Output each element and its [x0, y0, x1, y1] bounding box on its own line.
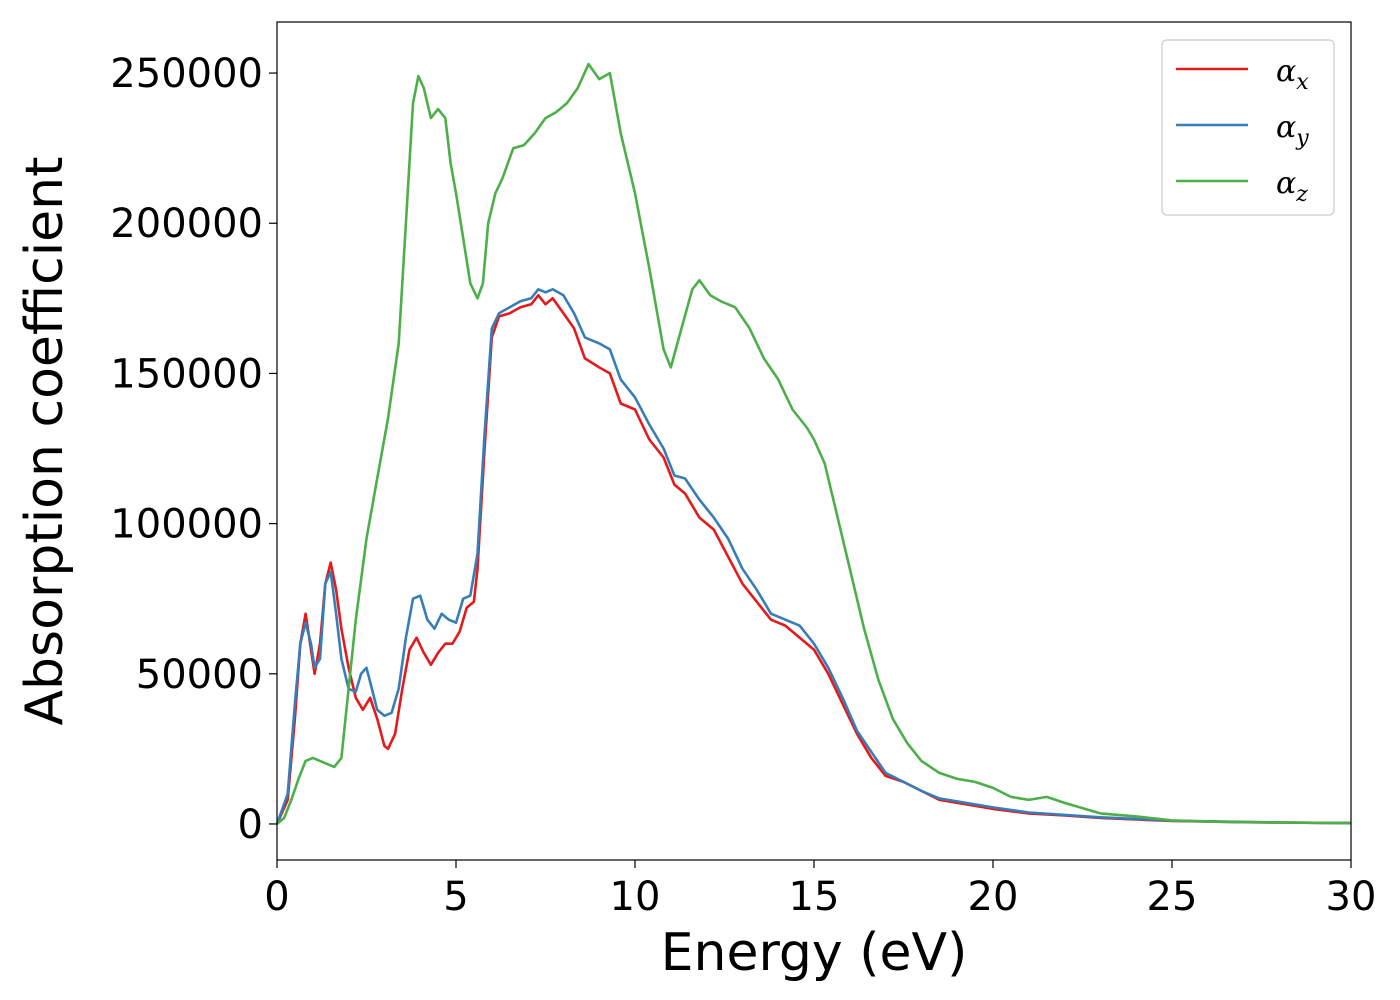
legend-label-y: αy — [1276, 110, 1309, 151]
x-tick-label: 30 — [1326, 874, 1377, 920]
legend-box — [1161, 39, 1335, 216]
legend: αx αy αz — [1161, 39, 1335, 216]
x-tick-label: 15 — [789, 874, 840, 920]
y-tick-label: 100000 — [110, 502, 263, 548]
x-tick-label: 25 — [1147, 874, 1198, 920]
y-tick-label: 250000 — [110, 51, 263, 97]
plot-frame — [276, 21, 1352, 861]
y-tick-label: 150000 — [110, 351, 263, 397]
x-tick-label: 10 — [610, 874, 661, 920]
series-line-y — [275, 288, 1352, 825]
x-tick-label: 0 — [264, 874, 289, 920]
x-tick-label: 20 — [968, 874, 1019, 920]
x-tick-label: 5 — [443, 874, 468, 920]
series-line-z — [276, 62, 1352, 825]
y-tick-label: 0 — [238, 802, 263, 848]
y-tick-label: 50000 — [136, 652, 263, 698]
y-axis-title: Absorption coefficient — [15, 156, 75, 725]
series-line-x — [275, 294, 1352, 825]
legend-label-z: αz — [1276, 166, 1308, 207]
y-tick-label: 200000 — [110, 201, 263, 247]
legend-label-x: αx — [1276, 54, 1309, 95]
ticks-layer: 0 5 10 15 20 25 30 0 50000 100000 150000 200000 2500… — [110, 51, 1376, 920]
x-axis-title: Energy (eV) — [661, 923, 968, 983]
series-layer — [275, 62, 1352, 825]
